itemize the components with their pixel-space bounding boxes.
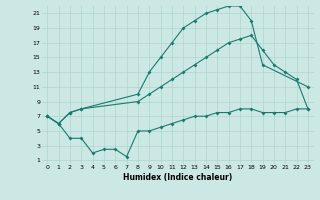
X-axis label: Humidex (Indice chaleur): Humidex (Indice chaleur)	[123, 173, 232, 182]
